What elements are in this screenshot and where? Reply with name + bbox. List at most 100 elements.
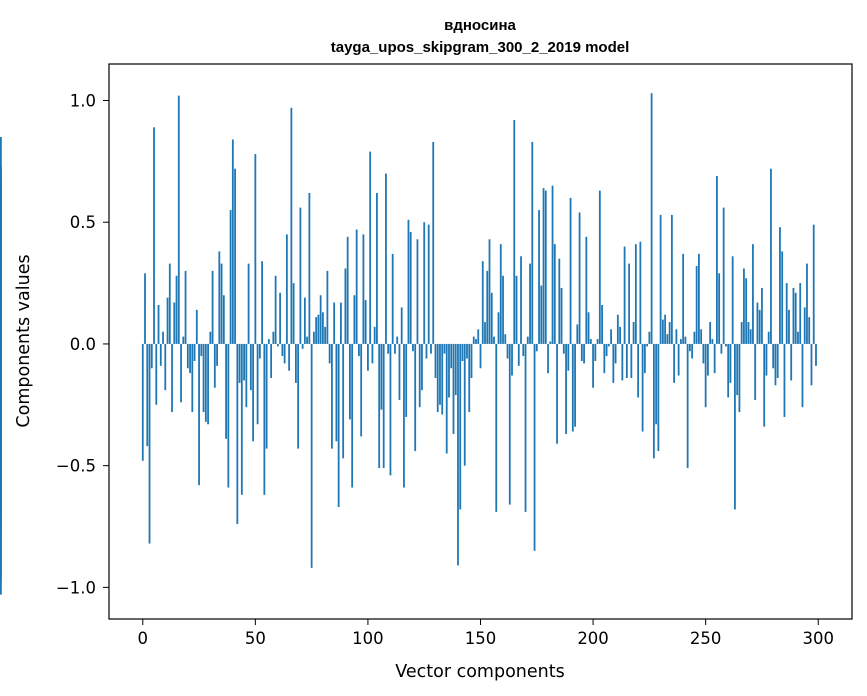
bar-197 bbox=[585, 236, 588, 344]
bar-52 bbox=[258, 343, 261, 359]
bar-203 bbox=[598, 190, 601, 344]
bar-69 bbox=[297, 343, 300, 449]
bar-183 bbox=[553, 244, 556, 344]
bar-70 bbox=[299, 207, 302, 344]
bar-273 bbox=[756, 302, 759, 344]
bar-38 bbox=[227, 343, 230, 488]
bar-119 bbox=[409, 231, 412, 344]
bar-168 bbox=[520, 256, 522, 344]
bar-292 bbox=[799, 283, 802, 344]
bar-207 bbox=[607, 343, 610, 347]
bar-43 bbox=[238, 343, 241, 383]
bar-86 bbox=[335, 343, 338, 442]
bar-66 bbox=[290, 107, 293, 344]
y-axis-label: Components values bbox=[14, 254, 34, 427]
bar-12 bbox=[168, 263, 171, 344]
y-tick-label-3: 0.5 bbox=[70, 213, 96, 232]
bar-161 bbox=[504, 334, 507, 344]
bar-184 bbox=[556, 343, 558, 444]
bar-87 bbox=[337, 343, 340, 508]
bar-99 bbox=[364, 300, 367, 344]
bar-237 bbox=[675, 329, 678, 344]
bar-104 bbox=[376, 193, 378, 344]
bar-221 bbox=[639, 241, 642, 344]
bar-101 bbox=[369, 151, 372, 344]
bar-61 bbox=[279, 292, 282, 344]
bar-34 bbox=[218, 251, 221, 344]
bar-137 bbox=[450, 343, 453, 369]
bar-165 bbox=[513, 119, 516, 344]
bar-277 bbox=[765, 343, 768, 376]
bar-128 bbox=[430, 343, 432, 354]
bar-2 bbox=[146, 343, 149, 447]
bar-268 bbox=[745, 278, 748, 344]
bar-290 bbox=[794, 292, 797, 344]
bar-185 bbox=[558, 258, 561, 344]
bar-157 bbox=[495, 343, 498, 512]
bar-60 bbox=[276, 343, 279, 347]
bar-217 bbox=[630, 343, 633, 379]
bar-213 bbox=[621, 343, 624, 381]
bar-53 bbox=[261, 261, 263, 344]
bar-220 bbox=[637, 343, 640, 398]
bar-67 bbox=[292, 283, 295, 344]
bar-186 bbox=[560, 287, 563, 344]
bar-65 bbox=[288, 343, 291, 371]
bar-136 bbox=[448, 343, 450, 398]
bar-18 bbox=[182, 336, 185, 344]
bar-92 bbox=[349, 343, 351, 420]
bar-77 bbox=[315, 317, 318, 344]
bar-193 bbox=[576, 324, 579, 344]
bar-22 bbox=[191, 343, 194, 413]
bar-289 bbox=[792, 287, 795, 344]
bar-51 bbox=[256, 343, 259, 425]
bar-263 bbox=[734, 343, 736, 510]
bar-41 bbox=[234, 168, 236, 344]
bar-91 bbox=[346, 236, 349, 344]
bar-144 bbox=[466, 343, 468, 359]
bar-257 bbox=[720, 343, 723, 354]
bar-82 bbox=[326, 270, 329, 344]
bar-236 bbox=[673, 343, 676, 383]
bar-93 bbox=[351, 343, 354, 488]
bar-142 bbox=[461, 343, 464, 361]
bar-202 bbox=[596, 339, 599, 344]
bar-181 bbox=[549, 341, 552, 344]
bar-114 bbox=[398, 343, 401, 400]
bar-271 bbox=[752, 244, 754, 344]
bar-13 bbox=[171, 343, 173, 413]
bar-291 bbox=[797, 331, 799, 344]
bar-88 bbox=[340, 302, 342, 344]
chart-title: вдносина bbox=[444, 17, 516, 34]
bar-212 bbox=[619, 326, 621, 344]
bar-218 bbox=[632, 322, 635, 344]
bar-49 bbox=[252, 343, 254, 442]
bar-44 bbox=[240, 343, 243, 495]
bar-79 bbox=[319, 295, 322, 344]
bar-219 bbox=[634, 244, 637, 344]
bar-94 bbox=[353, 295, 356, 344]
bar-35 bbox=[220, 263, 223, 344]
y-tick-label-1: −0.5 bbox=[56, 457, 96, 476]
bar-167 bbox=[517, 343, 520, 366]
bar-149 bbox=[477, 329, 480, 344]
bar-75 bbox=[310, 343, 313, 568]
bar-7 bbox=[157, 304, 160, 344]
bar-295 bbox=[806, 263, 808, 344]
bar-28 bbox=[204, 343, 207, 422]
x-tick-label-300: 300 bbox=[802, 629, 834, 648]
bar-32 bbox=[213, 343, 216, 388]
bar-227 bbox=[652, 343, 655, 459]
bar-298 bbox=[812, 224, 815, 344]
bar-160 bbox=[502, 275, 504, 344]
bar-278 bbox=[767, 331, 770, 344]
bar-162 bbox=[506, 343, 509, 359]
bar-286 bbox=[785, 283, 788, 344]
bar-140 bbox=[457, 343, 459, 566]
bar-234 bbox=[668, 322, 671, 344]
bar-113 bbox=[396, 336, 399, 344]
bar-31 bbox=[211, 270, 214, 344]
bar-6 bbox=[155, 343, 158, 405]
bar-141 bbox=[459, 343, 462, 510]
